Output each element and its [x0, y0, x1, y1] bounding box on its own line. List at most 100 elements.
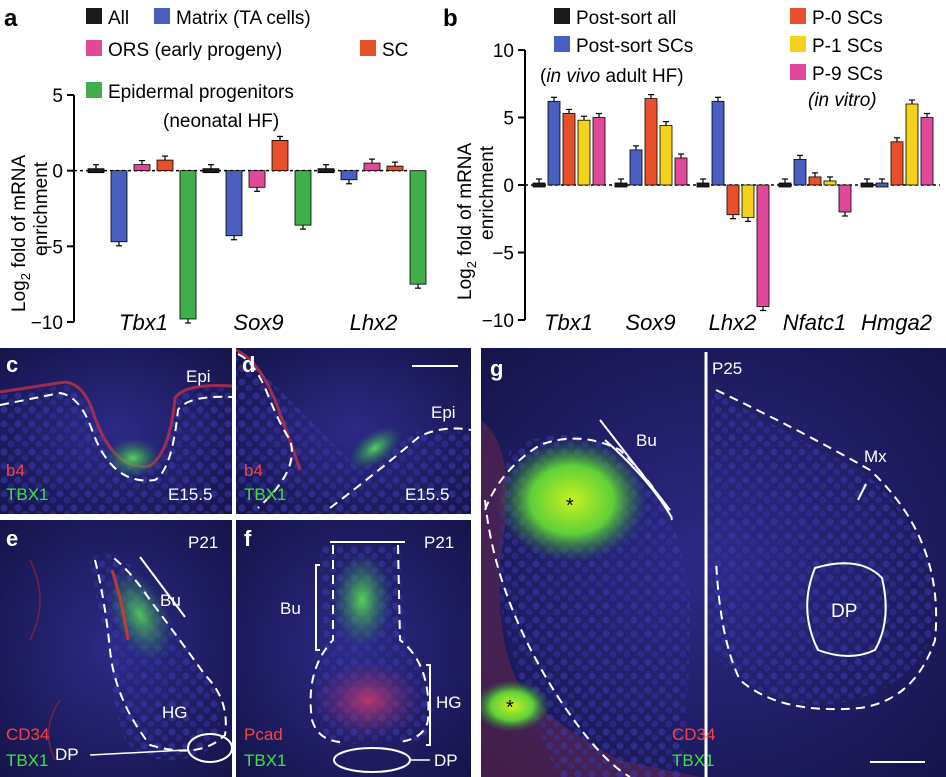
legend-a: All Matrix (TA cells) ORS (early progeny…	[86, 8, 408, 132]
micrograph-d-outline-right	[329, 427, 471, 509]
panel-c: c Epi b4 TBX1 E15.5	[0, 348, 232, 514]
legend-b: Post-sort all Post-sort SCs (in vivo adu…	[540, 8, 883, 111]
panel-letter-d: d	[242, 352, 255, 377]
ylabel-a-suffix: fold of mRNA	[9, 154, 30, 273]
stain-c-green: TBX1	[6, 485, 49, 504]
chart-a-bar-sc-sox9	[271, 139, 289, 172]
chart-b-bar-p1-hmga2	[905, 103, 919, 186]
micrograph-e-cd34-signal	[110, 569, 130, 641]
panel-letter-e: e	[6, 526, 18, 551]
chart-a-y-tick-label: 0	[52, 162, 63, 183]
legend-note-neonatal: (neonatal HF)	[163, 111, 279, 132]
chart-a-y-tick-label: −5	[41, 237, 63, 258]
panel-letter-b: b	[443, 5, 458, 32]
panel-d: d Epi b4 TBX1 E15.5	[236, 348, 471, 514]
chart-a-bar-sc-tbx1	[156, 159, 174, 172]
stain-f-green: TBX1	[244, 751, 287, 770]
legend-label-matrix: Matrix (TA cells)	[176, 8, 311, 29]
micrograph-f-bu-bracket	[315, 564, 320, 651]
chart-a-bar-epidermal-sox9	[294, 170, 312, 226]
chart-b-y-tick-label: 0	[503, 176, 514, 197]
legend-swatch-ors	[86, 40, 102, 56]
label-e-bu: Bu	[160, 591, 181, 610]
stain-f-red: Pcad	[244, 725, 283, 744]
y-axis-label-a: Log2 fold of mRNA	[9, 154, 33, 312]
legend-label-p1: P-1 SCs	[812, 36, 883, 57]
panel-letter-c: c	[6, 352, 18, 377]
micrograph-d-basement-membrane	[236, 348, 302, 471]
chart-a-bar-epidermal-lhx2	[409, 170, 427, 285]
legend-swatch-postsort-all	[554, 8, 570, 24]
panel-letter-g: g	[490, 356, 503, 381]
chart-b-bar-postsort_all-sox9	[614, 182, 628, 188]
micrograph-f-tbx1-signal	[332, 552, 392, 648]
chart-b-bar-postsort_sc-hmga2	[875, 182, 889, 188]
micrograph-g-hair-shaft	[497, 438, 647, 562]
micrograph-g-mx-pointer	[857, 483, 867, 501]
micrograph-g-hair-shaft-2	[481, 680, 550, 732]
chart-b-bar-p9-tbx1	[592, 117, 606, 186]
micrograph-g-follicle-right	[705, 390, 934, 705]
label-f-dp: DP	[434, 751, 458, 770]
label-f-stage: P21	[424, 533, 454, 552]
micrograph-e-outline	[94, 554, 227, 752]
chart-a-category-label-tbx1: Tbx1	[119, 310, 168, 335]
chart-b-bar-p9-nfatc1	[838, 184, 852, 213]
micrograph-f-pcad-signal	[313, 660, 423, 740]
chart-b-bar-postsort_sc-sox9	[629, 149, 643, 186]
chart-b-y-tick-label: 10	[493, 41, 514, 62]
ylabel-b-prefix: Log	[455, 268, 476, 300]
stain-e-green: TBX1	[6, 751, 49, 770]
chart-b-bar-p0-lhx2	[726, 184, 740, 216]
chart-b-bar-postsort_sc-nfatc1	[793, 158, 807, 186]
label-f-bu: Bu	[280, 599, 301, 618]
chart-b-bar-postsort_all-tbx1	[532, 182, 546, 188]
chart-b-bar-p1-nfatc1	[823, 180, 837, 186]
invivo-open: (	[540, 66, 547, 87]
micrograph-c-outline	[0, 391, 232, 482]
legend-label-epidermal: Epidermal progenitors	[108, 82, 294, 103]
chart-b-y-tick-label: 5	[503, 109, 514, 130]
legend-swatch-postsort-sc	[554, 36, 570, 52]
label-g-dp: DP	[831, 601, 857, 622]
y-axis-label-a-line2: enrichment	[31, 161, 52, 256]
chart-a-bar-matrix-tbx1	[110, 170, 128, 243]
chart-b-category-label-nfatc1: Nfatc1	[783, 310, 847, 335]
invivo-rest: adult HF)	[600, 66, 683, 87]
micrograph-e-bu-bracket	[139, 556, 186, 618]
chart-b-bar-postsort_all-lhx2	[696, 182, 710, 188]
chart-b-y-tick-label: −5	[492, 244, 514, 265]
micrograph-d-tissue	[236, 352, 471, 514]
chart-b-bar-p1-lhx2	[741, 184, 755, 218]
chart-b-bar-postsort_sc-tbx1	[547, 100, 561, 186]
chart-a-bar-all-tbx1	[87, 168, 105, 174]
label-g-asterisk-2: *	[506, 697, 514, 719]
micrograph-f-hg-bracket	[426, 664, 431, 746]
micrograph-e-tbx1-signal	[106, 568, 174, 662]
chart-a-bar-all-sox9	[202, 168, 220, 174]
micrograph-g-stroma-red	[481, 420, 700, 777]
chart-a-category-label-lhx2: Lhx2	[350, 310, 398, 335]
stain-c-red: b4	[6, 461, 25, 480]
chart-a-bar-all-lhx2	[317, 168, 335, 174]
chart-a-bar-epidermal-tbx1	[179, 170, 197, 320]
chart-b-bar-p1-tbx1	[577, 119, 591, 186]
plot-area-b: 10 5 0 −5 −10 Tbx1 Sox9 Lhx2 Nfatc1 Hmga2	[482, 41, 940, 335]
y-axis-label-b-line2: enrichment	[477, 145, 498, 240]
chart-a-y-tick-label: 5	[52, 86, 63, 107]
panel-g: g P25 Bu Mx DP * * CD34 TBX1	[481, 348, 946, 777]
label-d-epi: Epi	[431, 403, 456, 422]
ylabel-b-suffix: fold of mRNA	[455, 142, 476, 261]
panel-b: b Post-sort all Post-sort SCs (in vivo a…	[443, 5, 940, 335]
legend-label-p9: P-9 SCs	[812, 64, 883, 85]
chart-b-category-label-sox9: Sox9	[625, 310, 675, 335]
ylabel-a-sub: 2	[18, 273, 33, 280]
legend-swatch-sc	[360, 40, 376, 56]
micrograph-f-outline	[309, 544, 430, 743]
panel-f: f P21 Bu HG DP Pcad TBX1	[236, 520, 471, 777]
panel-e: e P21 Bu HG DP CD34 TBX1	[0, 520, 232, 777]
chart-b-bar-p0-hmga2	[890, 141, 904, 186]
micrograph-g-bu-bracket	[599, 419, 673, 519]
chart-b-bar-p0-nfatc1	[808, 176, 822, 186]
chart-b-bar-p0-tbx1	[562, 113, 576, 186]
